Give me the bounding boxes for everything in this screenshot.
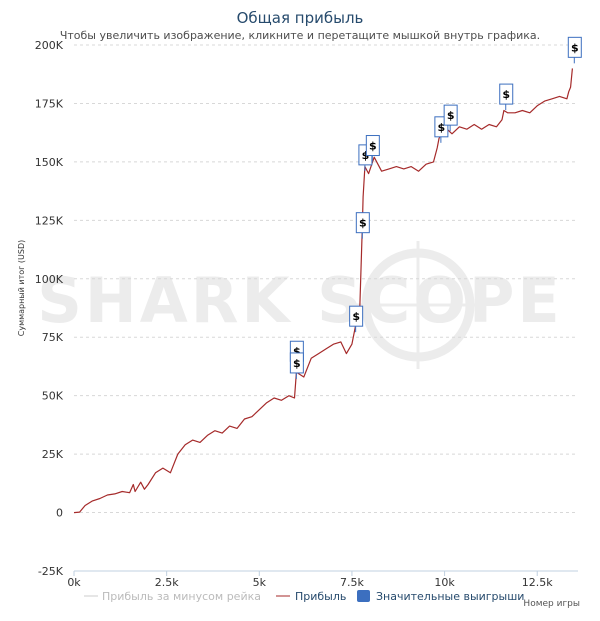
big-win-flag-box — [289, 352, 304, 374]
y-tick-label: 25K — [42, 448, 64, 461]
x-tick-label: 7.5k — [340, 576, 364, 589]
y-tick-label: 100K — [35, 273, 64, 286]
legend-swatch — [357, 590, 370, 602]
x-axis-title: Номер игры — [523, 599, 580, 609]
big-win-flag-box — [349, 305, 364, 327]
y-tick-label: 150K — [35, 156, 64, 169]
big-win-flag[interactable]: $ — [365, 135, 380, 162]
legend-item-profit[interactable]: Прибыль — [276, 590, 346, 603]
big-win-flag[interactable]: $ — [567, 36, 582, 64]
big-win-flag[interactable]: $ — [349, 305, 364, 333]
y-tick-label: 0 — [56, 507, 63, 520]
x-tick-label: 2.5k — [155, 576, 179, 589]
big-win-flag-box — [355, 212, 370, 234]
big-win-flag-label: $ — [359, 217, 367, 230]
chart-subtitle: Чтобы увеличить изображение, кликните и … — [59, 29, 541, 42]
legend-label: Прибыль за минусом рейка — [102, 590, 261, 603]
y-axis-title: Суммарный итог (USD) — [17, 240, 26, 337]
big-win-flag-box — [443, 104, 458, 126]
legend-item-net-of-rake[interactable]: Прибыль за минусом рейка — [84, 590, 261, 603]
big-win-flag-label: $ — [362, 149, 370, 162]
y-tick-label: 125K — [35, 214, 64, 227]
big-win-flag[interactable]: $ — [499, 83, 514, 111]
x-tick-label: 12.5k — [522, 576, 553, 589]
big-win-flag-box — [567, 36, 582, 58]
big-win-flag-label: $ — [571, 41, 579, 54]
big-win-flag[interactable]: $ — [443, 104, 458, 132]
y-tick-label: 200K — [35, 39, 64, 52]
big-win-flag[interactable]: $ — [355, 212, 370, 239]
series-line-profit — [73, 68, 573, 514]
y-tick-label: 75K — [42, 331, 64, 344]
legend-label: Значительные выигрыши — [376, 590, 524, 603]
big-win-flag-label: $ — [502, 88, 510, 101]
big-win-flag-box — [365, 135, 380, 157]
watermark-text: SHARK SCOPE — [37, 264, 563, 337]
legend-item-big-wins[interactable]: Значительные выигрыши — [357, 590, 524, 603]
x-tick-label: 5k — [253, 576, 267, 589]
y-tick-label: -25K — [38, 565, 64, 578]
big-win-flag[interactable]: $ — [289, 352, 304, 379]
big-win-flag-label: $ — [293, 357, 301, 370]
big-win-flag-box — [499, 83, 514, 105]
big-win-flag-label: $ — [293, 345, 301, 358]
big-win-flag-label: $ — [352, 310, 360, 323]
big-win-flag-label: $ — [438, 121, 446, 134]
y-tick-label: 50K — [42, 390, 64, 403]
chart-title: Общая прибыль — [236, 9, 364, 27]
legend-label: Прибыль — [295, 590, 346, 603]
x-tick-label: 0k — [67, 576, 81, 589]
x-tick-label: 10k — [434, 576, 455, 589]
y-tick-label: 175K — [35, 97, 64, 110]
big-win-flag-label: $ — [447, 109, 455, 122]
big-win-flag-label: $ — [369, 140, 377, 153]
